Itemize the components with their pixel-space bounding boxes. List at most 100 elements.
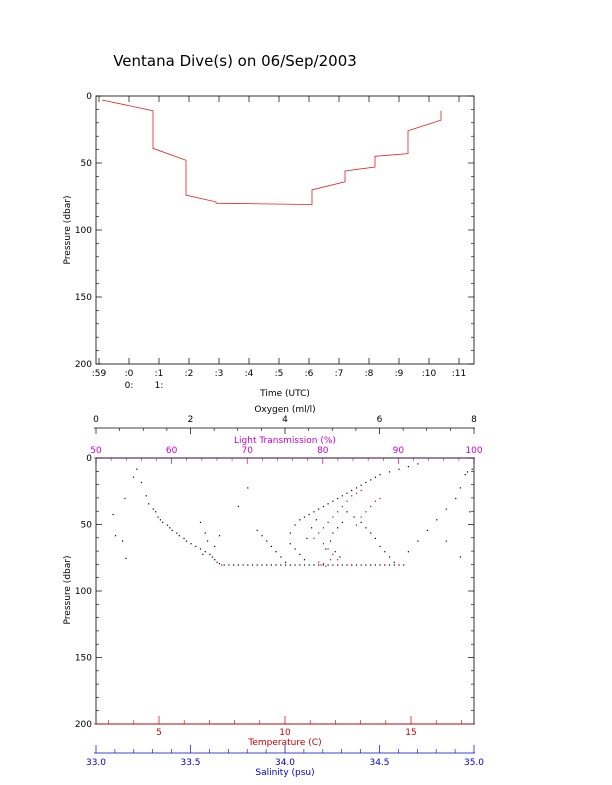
pressure-time-plot: 0 50 100 150 200 :59:0:1:2:3:4:5:6:7:8:9:10:… xyxy=(63,92,475,399)
scatter-point xyxy=(114,535,117,537)
scatter-point xyxy=(407,551,409,553)
scatter-point xyxy=(280,556,282,558)
light-tick-label: 80 xyxy=(317,446,329,456)
scatter-point-red xyxy=(318,561,320,563)
scatter-point xyxy=(155,511,157,513)
top-x-tick-label: :11 xyxy=(452,369,466,379)
scatter-point xyxy=(214,545,216,547)
bottom-y-axis-label: Pressure (dbar) xyxy=(63,556,73,625)
light-tick-label: 70 xyxy=(241,446,253,456)
scatter-point xyxy=(341,564,343,566)
scatter-point-red xyxy=(384,564,386,566)
scatter-point-red xyxy=(299,564,301,566)
light-tick-label: 100 xyxy=(465,446,482,456)
scatter-point-red xyxy=(318,532,320,534)
scatter-point xyxy=(379,474,381,476)
scatter-point-red xyxy=(320,564,322,566)
scatter-point xyxy=(303,559,306,561)
salinity-tick-label: 34.0 xyxy=(275,758,295,768)
scatter-point xyxy=(223,564,225,566)
scatter-point xyxy=(171,529,173,531)
scatter-point-red xyxy=(228,564,230,566)
scatter-point xyxy=(313,511,315,513)
scatter-point xyxy=(266,540,268,542)
oxygen-tick-label: 0 xyxy=(93,415,99,425)
scatter-point xyxy=(337,497,339,500)
scatter-point xyxy=(346,511,348,513)
scatter-point-red xyxy=(322,563,324,565)
scatter-point xyxy=(353,516,355,518)
scatter-point xyxy=(303,564,306,566)
scatter-point xyxy=(204,532,206,534)
top-y-tick-label: 150 xyxy=(75,293,92,303)
scatter-point xyxy=(365,481,367,484)
scatter-point-red xyxy=(313,537,315,539)
top-y-axis-label: Pressure (dbar) xyxy=(63,196,73,265)
light-tick-label: 90 xyxy=(393,446,405,456)
scatter-point xyxy=(140,481,143,484)
scatter-point xyxy=(459,556,461,558)
temperature-axis: 5 10 15 xyxy=(108,716,462,738)
scatter-point xyxy=(445,508,447,510)
scatter-point-red xyxy=(327,521,329,523)
scatter-point xyxy=(256,529,258,531)
top-x-tick-label: :1 xyxy=(155,369,164,379)
scatter-point xyxy=(289,543,291,545)
salinity-axis-label: Salinity (psu) xyxy=(255,768,314,778)
scatter-point xyxy=(346,492,348,494)
scatter-point xyxy=(124,497,126,500)
scatter-point xyxy=(136,468,138,470)
scatter-point-red xyxy=(327,564,329,566)
scatter-point xyxy=(202,553,204,555)
scatter-point xyxy=(294,524,296,526)
scatter-point xyxy=(355,487,358,489)
scatter-point xyxy=(374,476,376,478)
scatter-point xyxy=(152,508,154,510)
scatter-point xyxy=(159,519,161,521)
top-x-tick-label: :4 xyxy=(245,369,254,379)
scatter-point xyxy=(341,521,343,523)
light-tick-label: 50 xyxy=(90,446,102,456)
scatter-point xyxy=(318,508,320,510)
scatter-point xyxy=(122,540,124,542)
scatter-point-red xyxy=(346,500,348,502)
scatter-point xyxy=(195,545,197,547)
scatter-point xyxy=(332,532,334,534)
scatter-point xyxy=(251,564,254,566)
light-transmission-axis-label: Light Transmission (%) xyxy=(234,436,336,446)
scatter-point-red xyxy=(322,527,324,529)
scatter-point xyxy=(464,474,466,476)
scatter-point xyxy=(162,521,164,523)
scatter-point xyxy=(247,564,249,566)
scatter-point-red xyxy=(337,559,339,561)
scatter-point-red xyxy=(221,564,223,566)
scatter-point xyxy=(417,463,419,465)
top-y-tick-label: 50 xyxy=(81,159,93,169)
scatter-point xyxy=(294,548,296,550)
scatter-point-red xyxy=(332,516,334,518)
scatter-point xyxy=(346,564,348,566)
salinity-axis: 33.0 33.5 34.0 34.5 35.0 xyxy=(86,745,484,768)
salinity-tick-label: 33.0 xyxy=(86,758,106,768)
pressure-profile-line xyxy=(101,99,442,205)
bottom-y-tick-label: 150 xyxy=(75,654,92,664)
scatter-point-red xyxy=(329,559,332,561)
salinity-tick-label: 35.0 xyxy=(464,758,484,768)
scatter-point xyxy=(299,553,301,555)
scatter-point xyxy=(169,527,171,529)
scatter-point xyxy=(261,535,263,537)
scatter-point xyxy=(322,505,324,508)
top-x-tick-label: :2 xyxy=(185,369,194,379)
scatter-point xyxy=(183,537,185,539)
top-x-tick-label: :9 xyxy=(395,369,404,379)
scatter-point-red xyxy=(318,564,320,566)
scatter-point xyxy=(266,564,268,566)
scatter-point xyxy=(374,537,376,539)
chart-title: Ventana Dive(s) on 06/Sep/2003 xyxy=(113,52,357,70)
light-tick-label: 60 xyxy=(166,446,178,456)
oxygen-tick-label: 6 xyxy=(377,415,383,425)
scatter-point xyxy=(337,527,339,529)
top-y-axis: 0 50 100 150 200 xyxy=(75,92,474,370)
scatter-point xyxy=(218,563,221,565)
scatter-point xyxy=(403,564,405,566)
